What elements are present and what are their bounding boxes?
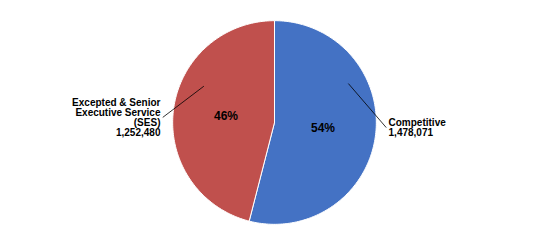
svg-text:Competitive1,478,071: Competitive1,478,071	[389, 117, 447, 138]
svg-text:Excepted & SeniorExecutive Ser: Excepted & SeniorExecutive Service(SES)1…	[72, 97, 161, 138]
svg-text:54%: 54%	[311, 121, 335, 135]
svg-text:46%: 46%	[214, 109, 238, 123]
